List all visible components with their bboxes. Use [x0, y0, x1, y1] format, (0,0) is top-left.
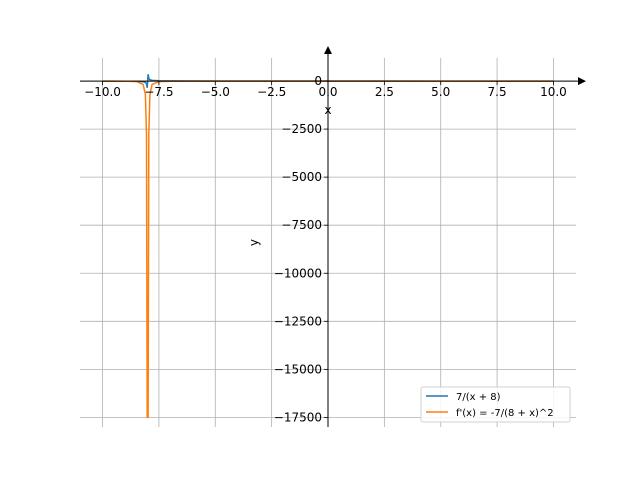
y-ticks: 0 −2500 −5000 −7500 −10000 −12500 −15000 −17500: [274, 74, 328, 424]
x-tick-label: 10.0: [540, 85, 567, 99]
y-tick-label: −15000: [274, 362, 322, 376]
x-tick-label: 2.5: [375, 85, 394, 99]
y-tick-label: −10000: [274, 266, 322, 280]
legend-frame: [420, 386, 571, 423]
y-tick-label: −2500: [281, 122, 322, 136]
y-tick-label: −17500: [274, 410, 322, 424]
legend: 7/(x + 8) f'(x) = -7/(8 + x)^2: [420, 386, 571, 423]
y-tick-label: 0: [314, 74, 322, 88]
y-tick-label: −12500: [274, 314, 322, 328]
y-axis-title: y: [247, 239, 261, 246]
x-tick-label: −2.5: [257, 85, 286, 99]
x-tick-label: 7.5: [488, 85, 507, 99]
x-tick-label: −7.5: [144, 85, 173, 99]
legend-label-1: 7/(x + 8): [456, 392, 501, 403]
y-tick-label: −5000: [281, 170, 322, 184]
y-tick-label: −7500: [281, 218, 322, 232]
x-tick-label: 5.0: [431, 85, 450, 99]
x-axis-arrow: [578, 77, 586, 86]
x-axis-title: x: [324, 103, 331, 117]
x-ticks: −10.0 −7.5 −5.0 −2.5 0.0 2.5 5.0 7.5 10.0: [84, 81, 567, 99]
x-tick-label: −10.0: [84, 85, 121, 99]
x-tick-label: 0.0: [318, 85, 337, 99]
axes: [80, 46, 586, 427]
x-tick-label: −5.0: [201, 85, 230, 99]
y-axis-arrow: [324, 46, 332, 54]
legend-label-2: f'(x) = -7/(8 + x)^2: [456, 408, 554, 419]
